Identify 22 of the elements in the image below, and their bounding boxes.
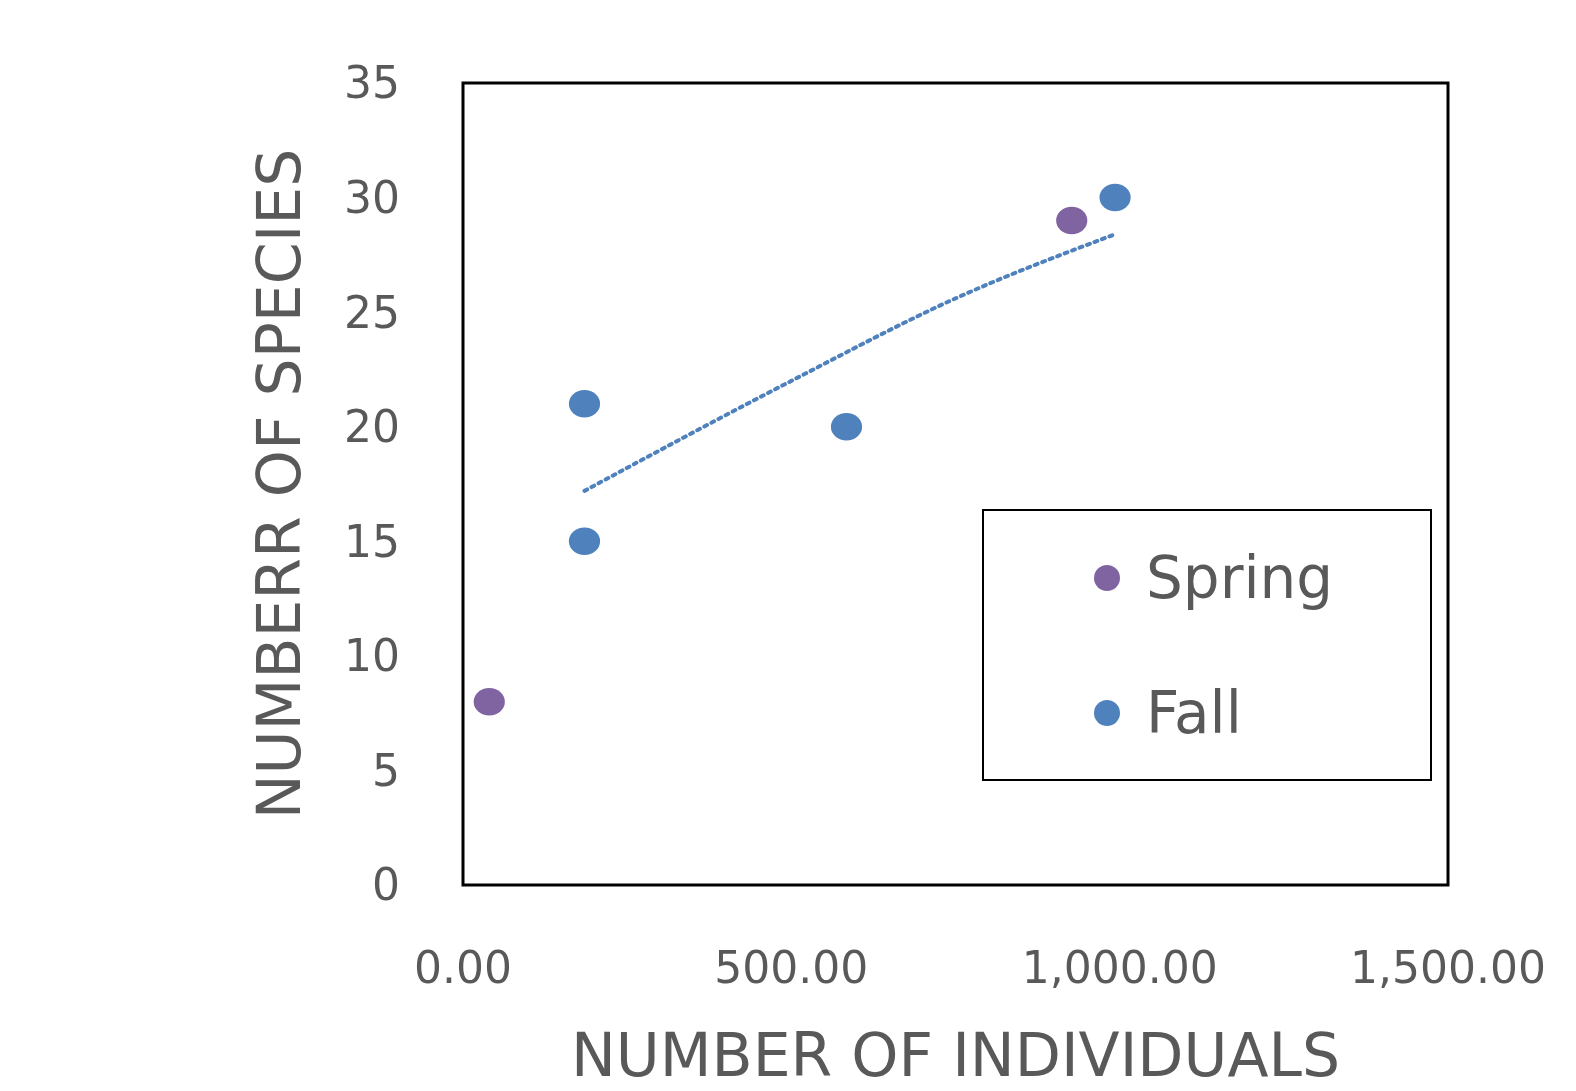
x-tick-label: 1,000.00	[1021, 942, 1218, 993]
x-tick-label: 500.00	[714, 942, 869, 993]
point	[1099, 183, 1131, 212]
x-tick-label: 0.00	[414, 942, 512, 993]
y-tick-label: 15	[344, 515, 400, 567]
legend-label: Fall	[1146, 679, 1242, 748]
y-tick-label: 10	[344, 630, 400, 682]
y-tick-label: 5	[372, 744, 400, 796]
y-tick-label: 35	[344, 57, 400, 109]
y-axis-title: NUMBERR OF SPECIES	[244, 148, 314, 820]
x-tick-label: 1,500.00	[1350, 942, 1546, 993]
legend-label: Spring	[1146, 544, 1334, 613]
point	[1056, 206, 1088, 235]
y-tick-label: 20	[344, 401, 400, 453]
x-axis-title: NUMBER OF INDIVIDUALS	[570, 1020, 1341, 1090]
y-tick-label: 30	[344, 171, 400, 223]
point	[568, 527, 601, 556]
point	[473, 687, 505, 716]
y-tick-label: 0	[372, 859, 400, 911]
y-tick-label: 25	[344, 286, 400, 338]
point	[830, 412, 863, 441]
point	[568, 390, 601, 418]
